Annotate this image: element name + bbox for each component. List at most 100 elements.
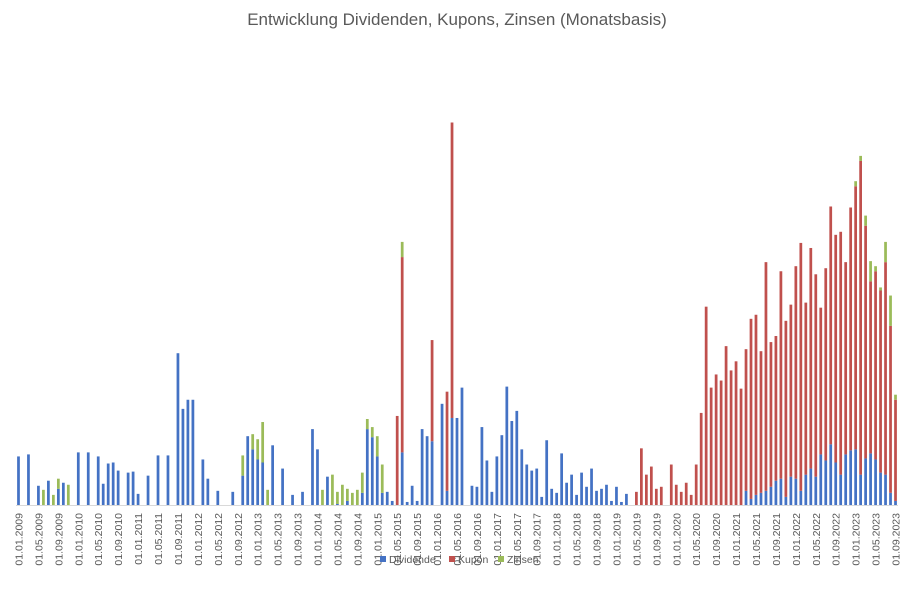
- x-tick-label: 01.05.2015: [392, 513, 404, 566]
- bar-dividende-19: [111, 462, 115, 505]
- bar-dividende-94: [485, 460, 489, 505]
- bar-dividende-122: [625, 493, 628, 505]
- bar-kupon-176: [894, 399, 897, 501]
- bar-dividende-23: [131, 471, 135, 505]
- bar-kupon-159: [809, 247, 813, 469]
- bar-dividende-2: [27, 454, 30, 505]
- bar-dividende-66: [346, 500, 349, 505]
- bar-dividende-9: [61, 482, 65, 505]
- bar-dividende-168: [854, 449, 858, 505]
- x-tick-label: 01.09.2015: [412, 513, 424, 566]
- bar-kupon-161: [819, 307, 823, 455]
- bar-zinsen-5: [42, 489, 45, 505]
- x-tick-label: 01.09.2013: [293, 513, 305, 566]
- bar-dividende-73: [380, 492, 384, 505]
- bar-zinsen-172: [874, 266, 877, 272]
- bar-dividende-89: [460, 387, 464, 505]
- bar-dividende-165: [839, 474, 843, 505]
- bar-dividende-83: [430, 441, 434, 505]
- bar-dividende-148: [754, 494, 758, 505]
- bar-dividende-92: [475, 486, 479, 505]
- bar-kupon-125: [640, 448, 643, 505]
- bar-dividende-153: [779, 478, 783, 505]
- x-tick-label: 01.09.2010: [113, 513, 125, 566]
- bar-dividende-4: [37, 485, 40, 505]
- bar-dividende-107: [550, 488, 554, 505]
- bar-dividende-162: [824, 460, 828, 505]
- bar-dividende-98: [505, 386, 509, 505]
- bar-zinsen-66: [346, 488, 349, 501]
- x-tick-label: 01.05.2009: [33, 513, 45, 566]
- bar-zinsen-168: [854, 181, 858, 187]
- bar-zinsen-70: [365, 418, 369, 430]
- bar-dividende-167: [849, 450, 853, 505]
- bar-zinsen-173: [879, 287, 882, 291]
- bar-kupon-83: [430, 340, 434, 442]
- x-tick-label: 01.05.2016: [452, 513, 464, 566]
- bar-dividende-87: [450, 417, 454, 505]
- x-tick-label: 01.09.2012: [233, 513, 245, 566]
- bar-dividende-35: [191, 399, 195, 505]
- bar-kupon-167: [849, 207, 853, 451]
- bar-kupon-138: [704, 306, 708, 505]
- bar-kupon-160: [814, 274, 818, 477]
- bar-kupon-156: [794, 266, 798, 479]
- bar-kupon-174: [884, 262, 887, 475]
- x-tick-label: 01.01.2013: [253, 513, 265, 566]
- bar-kupon-139: [709, 387, 713, 505]
- bar-dividende-57: [301, 491, 304, 505]
- bar-dividende-16: [96, 456, 100, 505]
- bar-kupon-131: [669, 464, 673, 505]
- bar-dividende-149: [759, 492, 763, 505]
- bar-kupon-136: [694, 464, 698, 505]
- bar-zinsen-67: [350, 492, 354, 505]
- bar-kupon-166: [844, 262, 848, 455]
- bar-dividende-59: [311, 429, 314, 505]
- bar-dividende-96: [495, 456, 499, 505]
- bar-zinsen-49: [261, 422, 265, 463]
- bar-dividende-115: [590, 468, 593, 505]
- legend-swatch-dividende: [380, 556, 386, 562]
- x-tick-label: 01.05.2012: [213, 513, 225, 566]
- x-tick-label: 01.05.2023: [871, 513, 883, 566]
- bar-dividende-72: [375, 456, 379, 505]
- bar-dividende-111: [570, 474, 573, 505]
- x-tick-label: 01.01.2023: [851, 513, 863, 566]
- bar-kupon-169: [859, 160, 862, 475]
- x-tick-label: 01.01.2021: [731, 513, 743, 566]
- x-tick-label: 01.05.2020: [691, 513, 703, 566]
- legend-label-zinsen: Zinsen: [507, 554, 539, 566]
- bar-kupon-153: [779, 271, 783, 479]
- bar-zinsen-47: [251, 434, 255, 450]
- bar-dividende-112: [575, 494, 578, 505]
- bar-kupon-140: [714, 374, 718, 505]
- bar-dividende-170: [864, 458, 867, 505]
- bar-dividende-113: [580, 472, 583, 505]
- bar-dividende-26: [146, 475, 150, 505]
- legend-swatch-zinsen: [498, 556, 504, 562]
- bar-dividende-159: [809, 468, 813, 505]
- bar-zinsen-174: [884, 241, 887, 263]
- bar-zinsen-63: [331, 474, 334, 505]
- bar-kupon-129: [659, 486, 663, 505]
- bar-dividende-60: [316, 449, 319, 505]
- bar-dividende-116: [595, 490, 598, 505]
- bar-dividende-161: [819, 454, 823, 505]
- bar-kupon-175: [889, 325, 892, 493]
- bar-kupon-158: [804, 302, 808, 475]
- bar-kupon-170: [864, 225, 867, 459]
- bar-dividende-109: [560, 453, 564, 505]
- x-tick-label: 01.05.2011: [153, 513, 165, 565]
- bar-kupon-77: [400, 257, 404, 453]
- bar-dividende-8: [56, 488, 60, 505]
- legend-label-dividende: Dividende: [389, 554, 436, 566]
- bar-dividende-47: [251, 449, 255, 505]
- x-tick-label: 01.01.2018: [552, 513, 564, 566]
- bar-dividende-28: [156, 455, 160, 505]
- bar-kupon-149: [759, 351, 763, 493]
- bar-kupon-144: [734, 361, 738, 505]
- x-tick-label: 01.01.2015: [372, 513, 384, 566]
- bar-dividende-118: [605, 484, 608, 505]
- x-tick-label: 01.09.2023: [891, 513, 903, 566]
